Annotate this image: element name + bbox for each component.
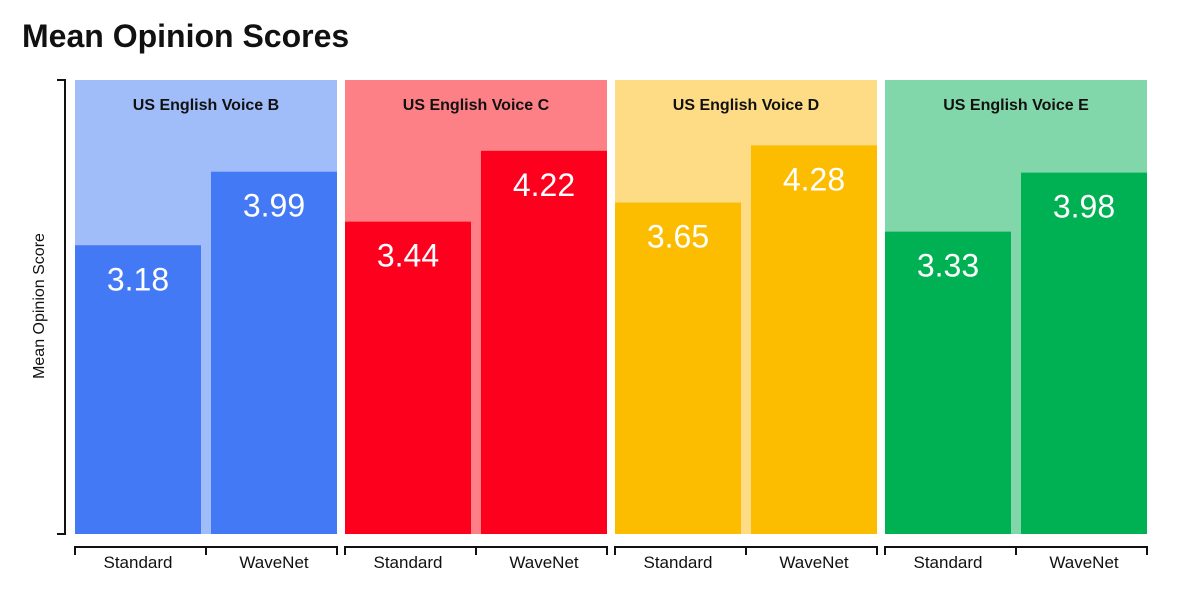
x-tick-label-us-english-voice-d-standard: Standard bbox=[644, 553, 713, 572]
x-tick-label-us-english-voice-c-wavenet: WaveNet bbox=[509, 553, 579, 572]
bar-us-english-voice-e-standard bbox=[885, 231, 1011, 535]
bar-us-english-voice-e-wavenet bbox=[1021, 172, 1147, 534]
x-tick-label-us-english-voice-d-wavenet: WaveNet bbox=[779, 553, 849, 572]
bar-us-english-voice-c-standard bbox=[345, 221, 471, 534]
chart-title: Mean Opinion Scores bbox=[22, 18, 350, 54]
group-title-us-english-voice-b: US English Voice B bbox=[133, 97, 279, 114]
bar-us-english-voice-b-wavenet bbox=[211, 171, 337, 534]
bar-us-english-voice-d-wavenet bbox=[751, 145, 877, 534]
bar-us-english-voice-c-wavenet bbox=[481, 150, 607, 534]
data-label-us-english-voice-b-wavenet: 3.99 bbox=[243, 188, 305, 224]
data-label-us-english-voice-e-wavenet: 3.98 bbox=[1053, 189, 1115, 225]
data-label-us-english-voice-d-wavenet: 4.28 bbox=[783, 161, 845, 197]
data-label-us-english-voice-c-wavenet: 4.22 bbox=[513, 167, 575, 203]
x-tick-label-us-english-voice-e-wavenet: WaveNet bbox=[1049, 553, 1119, 572]
x-tick-label-us-english-voice-c-standard: Standard bbox=[374, 553, 443, 572]
bar-us-english-voice-b-standard bbox=[75, 245, 201, 535]
x-tick-label-us-english-voice-b-standard: Standard bbox=[104, 553, 173, 572]
data-label-us-english-voice-d-standard: 3.65 bbox=[647, 219, 709, 255]
data-label-us-english-voice-b-standard: 3.18 bbox=[107, 261, 169, 297]
bar-us-english-voice-d-standard bbox=[615, 202, 741, 534]
group-title-us-english-voice-e: US English Voice E bbox=[943, 97, 1089, 114]
group-title-us-english-voice-d: US English Voice D bbox=[673, 97, 819, 114]
data-label-us-english-voice-c-standard: 3.44 bbox=[377, 238, 439, 274]
data-label-us-english-voice-e-standard: 3.33 bbox=[917, 248, 979, 284]
x-tick-label-us-english-voice-b-wavenet: WaveNet bbox=[239, 553, 309, 572]
group-title-us-english-voice-c: US English Voice C bbox=[403, 97, 550, 114]
x-tick-label-us-english-voice-e-standard: Standard bbox=[914, 553, 983, 572]
